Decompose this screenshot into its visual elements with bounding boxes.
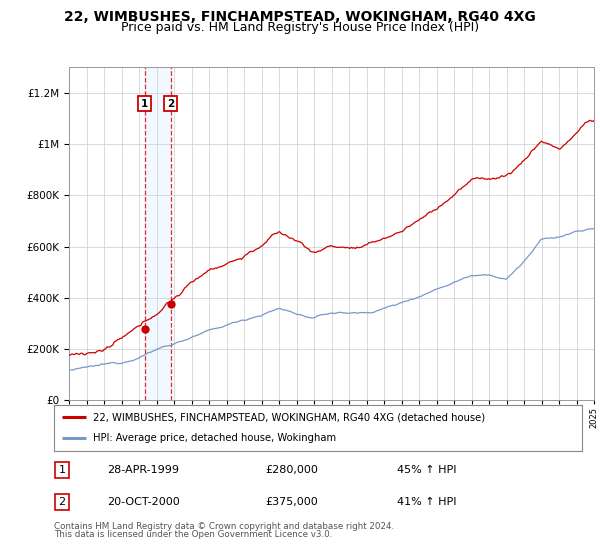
Text: 1: 1 [58,465,65,475]
Text: This data is licensed under the Open Government Licence v3.0.: This data is licensed under the Open Gov… [54,530,332,539]
Text: 41% ↑ HPI: 41% ↑ HPI [397,497,457,507]
Text: 45% ↑ HPI: 45% ↑ HPI [397,465,457,475]
Text: 28-APR-1999: 28-APR-1999 [107,465,179,475]
Text: Contains HM Land Registry data © Crown copyright and database right 2024.: Contains HM Land Registry data © Crown c… [54,522,394,531]
Text: 22, WIMBUSHES, FINCHAMPSTEAD, WOKINGHAM, RG40 4XG: 22, WIMBUSHES, FINCHAMPSTEAD, WOKINGHAM,… [64,10,536,24]
Text: £375,000: £375,000 [265,497,318,507]
Text: 2: 2 [167,99,174,109]
Text: £280,000: £280,000 [265,465,318,475]
Text: 1: 1 [141,99,148,109]
Text: HPI: Average price, detached house, Wokingham: HPI: Average price, detached house, Woki… [92,433,335,444]
Text: 20-OCT-2000: 20-OCT-2000 [107,497,179,507]
Text: Price paid vs. HM Land Registry's House Price Index (HPI): Price paid vs. HM Land Registry's House … [121,21,479,34]
Bar [145,67,170,400]
Text: 22, WIMBUSHES, FINCHAMPSTEAD, WOKINGHAM, RG40 4XG (detached house): 22, WIMBUSHES, FINCHAMPSTEAD, WOKINGHAM,… [92,412,485,422]
Text: 2: 2 [58,497,65,507]
